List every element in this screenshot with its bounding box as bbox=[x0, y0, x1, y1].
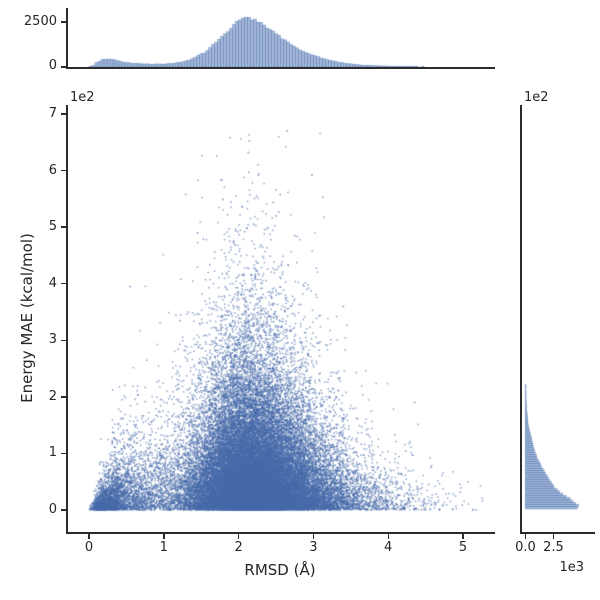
right-x-offset-label: 1e3 bbox=[559, 560, 584, 575]
tick-mark bbox=[61, 452, 66, 455]
tick-mark bbox=[462, 534, 464, 539]
tick-mark bbox=[237, 534, 240, 539]
main-xtick-4: 4 bbox=[384, 540, 393, 555]
tick-mark bbox=[61, 509, 66, 511]
tick-mark bbox=[387, 534, 389, 539]
tick-mark bbox=[61, 66, 66, 68]
main-xtick-5: 5 bbox=[458, 540, 468, 555]
main-ytick-7: 7 bbox=[48, 106, 57, 121]
main-ytick-5: 5 bbox=[48, 219, 57, 235]
tick-mark bbox=[312, 534, 315, 539]
tick-mark bbox=[61, 226, 66, 228]
right-xtick-2.5: 2.5 bbox=[543, 540, 564, 555]
main-xtick-0: 0 bbox=[84, 540, 94, 555]
right-marginal-histogram-canvas bbox=[522, 105, 595, 532]
right-marginal-plot bbox=[520, 105, 595, 534]
main-ytick-4: 4 bbox=[48, 275, 57, 291]
top-marginal-histogram-canvas bbox=[68, 8, 495, 67]
y-axis-label: Energy MAE (kcal/mol) bbox=[18, 233, 36, 403]
main-xtick-1: 1 bbox=[159, 540, 168, 555]
right-y-offset-label: 1e2 bbox=[524, 90, 549, 105]
main-ytick-2: 2 bbox=[48, 388, 57, 404]
tick-mark bbox=[524, 534, 527, 539]
main-y-offset-label: 1e2 bbox=[70, 90, 95, 105]
main-xtick-3: 3 bbox=[309, 540, 318, 555]
tick-mark bbox=[61, 169, 66, 172]
tick-mark bbox=[61, 282, 66, 285]
tick-mark bbox=[61, 113, 66, 115]
main-xtick-2: 2 bbox=[234, 540, 243, 555]
main-ytick-1: 1 bbox=[48, 445, 57, 461]
scatter-canvas bbox=[68, 105, 495, 532]
main-ytick-6: 6 bbox=[48, 162, 57, 178]
tick-mark bbox=[163, 534, 165, 539]
right-xtick-0.0: 0.0 bbox=[515, 540, 536, 555]
main-ytick-0: 0 bbox=[48, 502, 57, 517]
top-marginal-plot bbox=[66, 8, 495, 69]
top-marginal-ytick-2500: 2500 bbox=[23, 14, 57, 29]
top-marginal-ytick-0: 0 bbox=[48, 58, 57, 73]
tick-mark bbox=[88, 534, 90, 539]
x-axis-label: RMSD (Å) bbox=[244, 561, 316, 579]
tick-mark bbox=[552, 534, 555, 539]
tick-mark bbox=[61, 21, 66, 23]
tick-mark bbox=[61, 339, 66, 341]
tick-mark bbox=[61, 396, 66, 398]
main-plot bbox=[66, 105, 495, 534]
main-ytick-3: 3 bbox=[48, 332, 57, 348]
